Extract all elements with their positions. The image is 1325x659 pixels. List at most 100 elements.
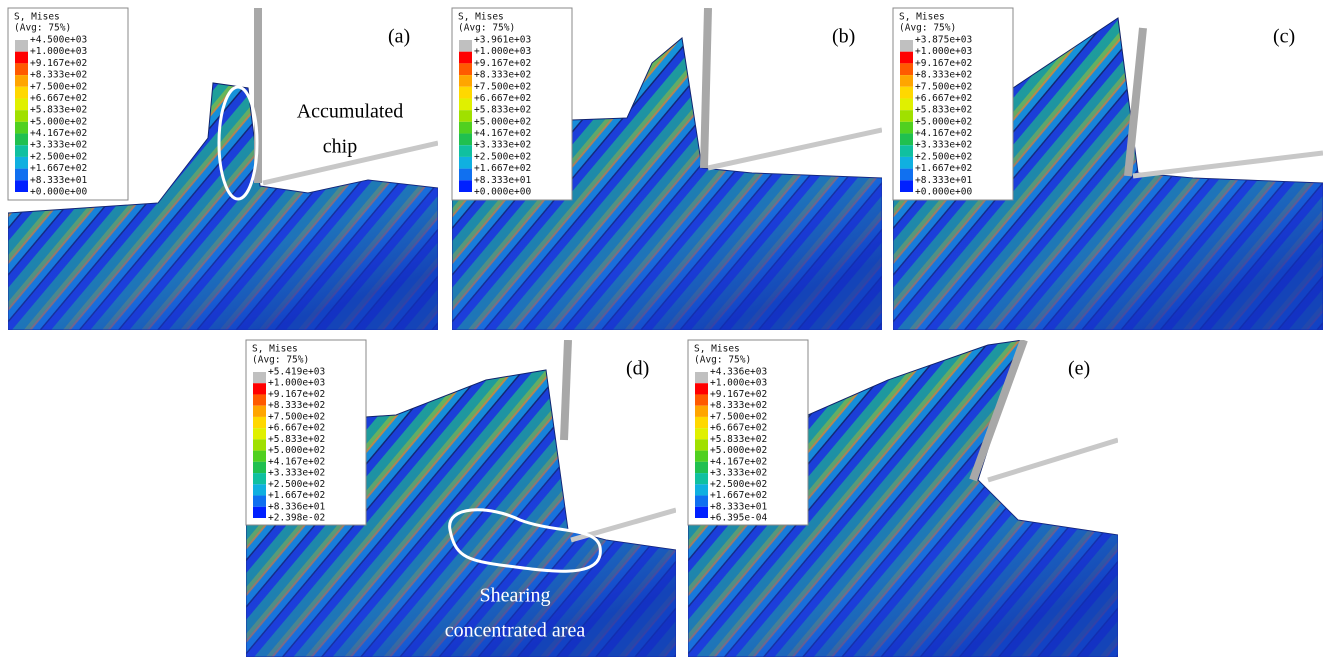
- legend-title: S, Mises: [694, 344, 740, 355]
- legend-swatch: [253, 416, 266, 429]
- tool: [1124, 27, 1147, 177]
- legend-swatch: [695, 484, 708, 496]
- legend-swatch: [15, 98, 28, 111]
- legend-swatch: [459, 75, 472, 87]
- legend-swatch: [459, 110, 472, 122]
- legend-subtitle: (Avg: 75%): [14, 23, 71, 34]
- legend-level: +5.000e+02: [474, 116, 531, 127]
- legend-swatch: [15, 86, 28, 99]
- legend-level: +4.167e+02: [710, 456, 767, 467]
- panel-label: (a): [388, 26, 410, 48]
- annotation: chip: [323, 136, 357, 158]
- legend-swatch: [253, 506, 266, 518]
- legend-swatch: [253, 495, 266, 507]
- legend-level: +3.333e+02: [30, 140, 87, 151]
- legend-level: +0.000e+00: [915, 187, 972, 198]
- tool: [560, 340, 572, 441]
- legend-swatch: [459, 180, 472, 192]
- legend-level: +8.333e+01: [474, 175, 531, 186]
- legend-level: +1.000e+03: [30, 46, 87, 57]
- legend-swatch: [459, 51, 472, 64]
- rake-face: [262, 140, 438, 186]
- legend-level: +7.500e+02: [268, 411, 325, 422]
- legend-level: +4.167e+02: [30, 128, 87, 139]
- legend-subtitle: (Avg: 75%): [458, 23, 515, 34]
- legend-level: +1.000e+03: [710, 378, 767, 389]
- workpiece-depth: [8, 83, 438, 330]
- legend-swatch: [459, 98, 472, 111]
- legend-swatch: [15, 110, 28, 122]
- legend-level: +5.833e+02: [474, 105, 531, 116]
- legend-level: +8.333e+02: [30, 70, 87, 81]
- legend-level: +8.333e+02: [474, 70, 531, 81]
- legend-level: +9.167e+02: [474, 58, 531, 69]
- legend-swatch: [253, 439, 266, 451]
- tool: [700, 8, 712, 169]
- legend-swatch: [253, 372, 266, 384]
- legend-swatch: [15, 40, 28, 52]
- legend-level: +5.000e+02: [710, 445, 767, 456]
- legend-level: +5.833e+02: [268, 434, 325, 445]
- legend-swatch: [900, 133, 913, 146]
- legend-swatch: [15, 168, 28, 181]
- legend-level: +5.000e+02: [268, 445, 325, 456]
- legend-swatch: [900, 156, 913, 169]
- legend-swatch: [695, 394, 708, 406]
- panel: S, Mises(Avg: 75%)+3.875e+03+1.000e+03+9…: [892, 7, 1323, 330]
- legend-level: +4.167e+02: [915, 128, 972, 139]
- legend-swatch: [459, 121, 472, 134]
- legend-level: +1.667e+02: [268, 490, 325, 501]
- legend-title: S, Mises: [252, 344, 298, 355]
- legend-level: +5.833e+02: [30, 105, 87, 116]
- legend-swatch: [900, 86, 913, 99]
- legend-level: +2.500e+02: [710, 479, 767, 490]
- legend-level: +2.500e+02: [30, 151, 87, 162]
- legend-swatch: [695, 405, 708, 417]
- legend-swatch: [253, 428, 266, 440]
- legend-swatch: [253, 405, 266, 417]
- legend-swatch: [253, 484, 266, 496]
- legend-swatch: [695, 439, 708, 451]
- legend-swatch: [695, 461, 708, 474]
- legend-level: +5.419e+03: [268, 367, 325, 378]
- legend-level: +5.833e+02: [710, 434, 767, 445]
- legend-swatch: [459, 133, 472, 146]
- legend-swatch: [253, 461, 266, 474]
- legend-level: +2.500e+02: [268, 479, 325, 490]
- legend-level: +9.167e+02: [710, 389, 767, 400]
- legend-level: +6.667e+02: [268, 423, 325, 434]
- panel-label: (e): [1068, 358, 1090, 380]
- legend-swatch: [253, 450, 266, 462]
- legend-level: +7.500e+02: [710, 411, 767, 422]
- legend-swatch: [15, 145, 28, 157]
- legend-level: +2.398e-02: [268, 513, 325, 524]
- legend-swatch: [900, 98, 913, 111]
- panel-label: (d): [626, 358, 649, 380]
- legend-swatch: [695, 450, 708, 462]
- legend-swatch: [459, 40, 472, 52]
- legend-level: +0.000e+00: [474, 187, 531, 198]
- legend-swatch: [15, 63, 28, 76]
- legend-level: +6.667e+02: [710, 423, 767, 434]
- rake-face: [987, 437, 1118, 483]
- legend-level: +9.167e+02: [915, 58, 972, 69]
- panel-label: (c): [1273, 26, 1295, 48]
- legend-level: +6.667e+02: [915, 93, 972, 104]
- legend-level: +4.167e+02: [268, 456, 325, 467]
- tool: [969, 340, 1028, 482]
- rake-face: [1132, 150, 1323, 179]
- legend-level: +3.875e+03: [915, 35, 972, 46]
- legend-level: +3.333e+02: [915, 140, 972, 151]
- legend-swatch: [900, 110, 913, 122]
- legend-level: +1.667e+02: [915, 163, 972, 174]
- workpiece-depth: [452, 38, 882, 330]
- legend-level: +8.333e+01: [30, 175, 87, 186]
- legend-level: +7.500e+02: [474, 81, 531, 92]
- legend-swatch: [253, 473, 266, 485]
- legend-swatch: [459, 156, 472, 169]
- legend-swatch: [695, 473, 708, 485]
- legend-level: +8.333e+01: [915, 175, 972, 186]
- legend-swatch: [900, 121, 913, 134]
- legend-swatch: [459, 63, 472, 76]
- legend-level: +3.961e+03: [474, 35, 531, 46]
